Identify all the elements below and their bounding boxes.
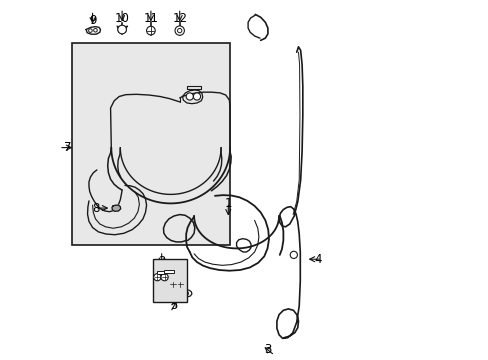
Text: 11: 11 — [143, 12, 158, 25]
Circle shape — [161, 274, 168, 281]
Circle shape — [193, 93, 200, 100]
Circle shape — [289, 251, 297, 258]
Polygon shape — [112, 205, 121, 211]
Circle shape — [174, 292, 178, 296]
Text: 10: 10 — [114, 12, 129, 25]
Circle shape — [186, 93, 193, 100]
Text: 3: 3 — [264, 343, 271, 356]
Circle shape — [169, 280, 177, 288]
Circle shape — [94, 28, 97, 32]
Circle shape — [146, 26, 155, 35]
FancyBboxPatch shape — [72, 43, 230, 245]
Circle shape — [88, 29, 92, 32]
FancyBboxPatch shape — [156, 271, 164, 274]
Text: 12: 12 — [172, 12, 187, 25]
Text: 6: 6 — [158, 278, 165, 291]
Text: 1: 1 — [224, 197, 232, 210]
Circle shape — [183, 291, 188, 296]
FancyBboxPatch shape — [152, 259, 186, 302]
Circle shape — [177, 28, 182, 33]
Text: 9: 9 — [89, 14, 96, 27]
Text: 5: 5 — [170, 299, 178, 312]
Text: 7: 7 — [63, 141, 71, 154]
FancyBboxPatch shape — [163, 270, 174, 273]
Circle shape — [176, 280, 184, 288]
Circle shape — [175, 26, 184, 35]
Text: 8: 8 — [92, 202, 100, 215]
Text: 2: 2 — [158, 255, 165, 268]
Circle shape — [118, 25, 126, 34]
Circle shape — [153, 274, 161, 281]
Text: 4: 4 — [314, 253, 322, 266]
